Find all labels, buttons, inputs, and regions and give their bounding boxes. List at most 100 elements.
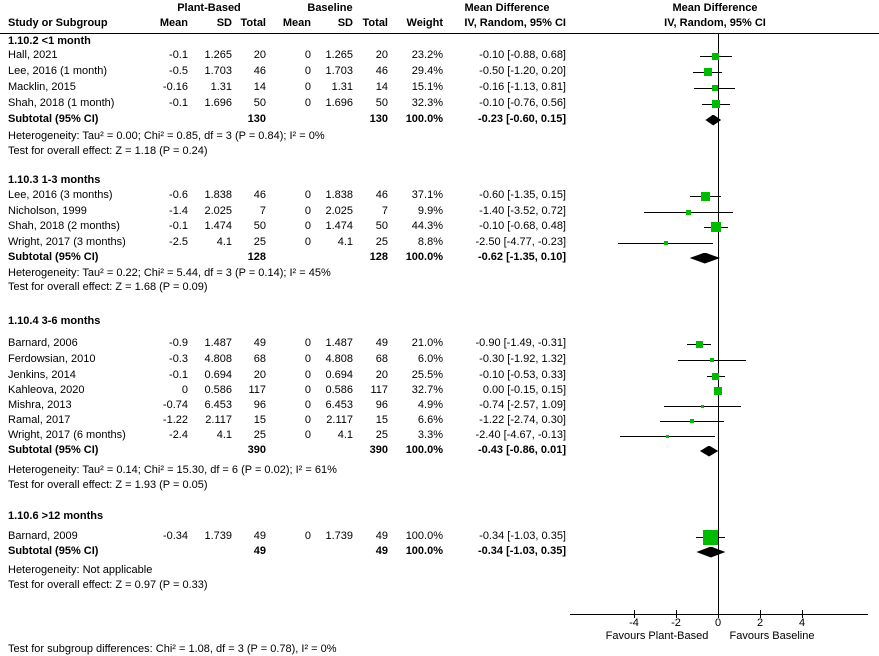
subtotal-weight: 100.0% [405,545,443,557]
mean-difference-header-text: Mean Difference [464,2,550,14]
subtotal-diamond [689,252,721,264]
group1-header: Plant-Based [177,2,241,14]
study-total2: 14 [375,81,388,93]
heterogeneity-text: Heterogeneity: Tau² = 0.14; Chi² = 15.30… [8,464,337,476]
study-total2: 46 [375,189,388,201]
effect-square-marker [703,529,719,545]
study-total2: 25 [375,236,388,248]
study-mean2: 0 [304,530,311,542]
study-weight: 37.1% [411,189,443,201]
effect-square-marker [712,372,720,380]
study-ci-text: -0.34 [-1.03, 0.35] [479,530,566,542]
study-sd2: 1.739 [325,530,353,542]
effect-square-marker [690,419,695,423]
ci-column-header: IV, Random, 95% CI [464,17,566,29]
subtotal-total1: 390 [247,444,266,456]
study-mean1: -0.34 [162,530,188,542]
subtotal-weight: 100.0% [405,113,443,125]
study-total2: 50 [375,220,388,232]
study-ci-text: -0.50 [-1.20, 0.20] [479,65,566,77]
study-weight: 100.0% [405,530,443,542]
group2-header: Baseline [307,2,353,14]
study-name: Barnard, 2009 [8,530,78,542]
study-sd2: 1.487 [325,337,353,349]
effect-square-marker [663,241,668,245]
overall-effect-text: Test for overall effect: Z = 0.97 (P = 0… [8,579,208,591]
study-name: Ramal, 2017 [8,414,71,426]
study-weight: 23.2% [411,49,443,61]
heterogeneity-text: Heterogeneity: Not applicable [8,564,153,576]
study-total2: 49 [375,530,388,542]
zero-effect-line [718,34,719,614]
study-total1: 15 [253,414,266,426]
study-name: Nicholson, 1999 [8,205,87,217]
study-mean2: 0 [304,236,311,248]
study-weight: 3.3% [417,429,443,441]
study-total2: 20 [375,369,388,381]
study-mean2: 0 [304,49,311,61]
study-sd2: 4.808 [325,353,353,365]
effect-square-marker [666,434,670,438]
study-weight: 9.9% [417,205,443,217]
overall-effect-text: Test for overall effect: Z = 1.93 (P = 0… [8,479,208,491]
subtotal-total2: 390 [369,444,388,456]
study-total1: 117 [248,384,266,396]
study-sd2: 1.696 [325,97,353,109]
subtotal-diamond [705,114,722,126]
effect-square-marker [710,222,721,232]
study-total1: 14 [253,81,266,93]
study-weight: 44.3% [411,220,443,232]
study-mean1: -0.16 [162,81,188,93]
subtotal-total1: 49 [253,545,266,557]
overall-effect-text: Test for overall effect: Z = 1.68 (P = 0… [8,281,208,293]
subgroup-differences-test: Test for subgroup differences: Chi² = 1.… [8,643,337,655]
study-name: Jenkins, 2014 [8,369,76,381]
study-total1: 46 [253,189,266,201]
col-total2-header: Total [362,17,388,29]
effect-square-marker [700,191,710,201]
study-mean2: 0 [304,429,311,441]
axis-tick [634,610,635,618]
subtotal-total1: 130 [247,113,266,125]
col-study-header: Study or Subgroup [8,17,108,29]
study-sd2: 2.025 [325,205,353,217]
study-mean2: 0 [304,220,311,232]
study-name: Lee, 2016 (1 month) [8,65,108,77]
subtotal-weight: 100.0% [405,251,443,263]
study-sd1: 1.739 [204,530,232,542]
subtotal-label: Subtotal (95% CI) [8,444,99,456]
study-ci-text: -0.10 [-0.76, 0.56] [479,97,566,109]
study-mean1: -1.22 [162,414,188,426]
study-name: Shah, 2018 (1 month) [8,97,115,109]
study-ci-text: -2.50 [-4.77, -0.23] [475,236,567,248]
study-sd2: 2.117 [326,414,353,426]
study-sd1: 1.474 [204,220,232,232]
ci-plot-header: IV, Random, 95% CI [664,17,766,29]
study-sd1: 4.1 [216,429,232,441]
study-total1: 50 [253,97,266,109]
study-sd1: 1.265 [204,49,232,61]
study-ci-text: -0.10 [-0.53, 0.33] [479,369,566,381]
study-mean1: -0.9 [169,337,188,349]
study-sd1: 0.586 [204,384,232,396]
study-sd2: 1.838 [325,189,353,201]
study-ci-text: -0.16 [-1.13, 0.81] [479,81,566,93]
study-total1: 20 [253,49,266,61]
study-sd2: 1.31 [331,81,353,93]
effect-square-marker [711,100,720,108]
study-mean1: -2.5 [169,236,188,248]
study-sd1: 2.025 [204,205,232,217]
effect-square-marker [695,340,703,348]
study-total2: 46 [375,65,388,77]
study-name: Lee, 2016 (3 months) [8,189,113,201]
mean-difference-header-plot: Mean Difference [672,2,758,14]
study-sd1: 6.453 [204,399,232,411]
study-ci-text: -0.10 [-0.68, 0.48] [479,220,566,232]
header-divider-line [0,33,879,34]
study-name: Wright, 2017 (6 months) [8,429,126,441]
study-weight: 32.3% [411,97,443,109]
study-total1: 7 [259,205,266,217]
study-sd2: 6.453 [325,399,353,411]
study-name: Ferdowsian, 2010 [8,353,96,365]
axis-tick [760,610,761,618]
